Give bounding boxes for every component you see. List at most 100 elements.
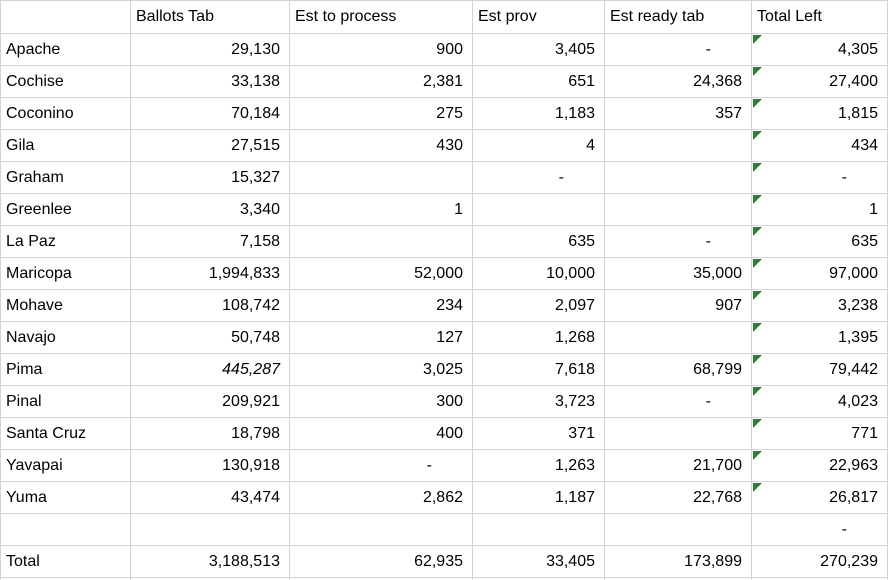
cell-est-prov[interactable] (473, 514, 605, 546)
header-cell-est-ready-tab[interactable]: Est ready tab (605, 1, 752, 34)
cell-est-to-process[interactable] (290, 162, 473, 194)
cell-total-left[interactable]: 434 (752, 130, 888, 162)
cell-county[interactable]: Coconino (1, 98, 131, 130)
cell-county[interactable]: Graham (1, 162, 131, 194)
cell-est-prov[interactable]: 10,000 (473, 258, 605, 290)
cell-total-left[interactable]: 1,395 (752, 322, 888, 354)
cell-county[interactable]: Apache (1, 34, 131, 66)
cell-ballots-tab[interactable]: 108,742 (131, 290, 290, 322)
cell-est-prov[interactable]: 2,097 (473, 290, 605, 322)
cell-est-ready-tab[interactable]: 21,700 (605, 450, 752, 482)
cell-est-ready-tab[interactable] (605, 514, 752, 546)
cell-ballots-tab[interactable]: 50,748 (131, 322, 290, 354)
cell-est-prov[interactable]: 1,187 (473, 482, 605, 514)
cell-total-left[interactable]: 1,815 (752, 98, 888, 130)
cell-ballots-tab[interactable]: 3,340 (131, 194, 290, 226)
cell-est-prov[interactable]: 1,263 (473, 450, 605, 482)
cell-ballots-tab[interactable]: 33,138 (131, 66, 290, 98)
cell-total-left[interactable]: 22,963 (752, 450, 888, 482)
cell-county[interactable]: Pinal (1, 386, 131, 418)
cell-ballots-tab[interactable]: 18,798 (131, 418, 290, 450)
cell-ballots-tab[interactable]: 209,921 (131, 386, 290, 418)
cell-total-left[interactable]: 26,817 (752, 482, 888, 514)
cell-est-to-process[interactable]: 3,025 (290, 354, 473, 386)
cell-county[interactable]: Santa Cruz (1, 418, 131, 450)
cell-est-prov[interactable] (473, 194, 605, 226)
cell-est-ready-tab[interactable]: - (605, 226, 752, 258)
cell-total-left[interactable]: 97,000 (752, 258, 888, 290)
cell-ballots-tab[interactable]: 29,130 (131, 34, 290, 66)
cell-ballots-tab[interactable]: 70,184 (131, 98, 290, 130)
cell-total-left[interactable]: 4,023 (752, 386, 888, 418)
cell-county[interactable]: Gila (1, 130, 131, 162)
header-cell-est-to-process[interactable]: Est to process (290, 1, 473, 34)
cell-est-ready-tab[interactable]: 22,768 (605, 482, 752, 514)
header-cell-est-prov[interactable]: Est prov (473, 1, 605, 34)
cell-est-to-process[interactable]: 430 (290, 130, 473, 162)
cell-est-prov[interactable]: 7,618 (473, 354, 605, 386)
cell-est-to-process[interactable]: 400 (290, 418, 473, 450)
cell-est-to-process[interactable]: 275 (290, 98, 473, 130)
cell-total-left[interactable]: 270,239 (752, 546, 888, 578)
cell-est-to-process[interactable]: 900 (290, 34, 473, 66)
cell-est-to-process[interactable] (290, 514, 473, 546)
cell-est-ready-tab[interactable]: 907 (605, 290, 752, 322)
cell-total-left[interactable]: 4,305 (752, 34, 888, 66)
cell-est-to-process[interactable]: 2,862 (290, 482, 473, 514)
cell-total-left[interactable]: 3,238 (752, 290, 888, 322)
cell-est-ready-tab[interactable] (605, 162, 752, 194)
cell-est-to-process[interactable]: - (290, 450, 473, 482)
cell-est-prov[interactable]: 4 (473, 130, 605, 162)
cell-est-prov[interactable]: 33,405 (473, 546, 605, 578)
cell-est-ready-tab[interactable]: 173,899 (605, 546, 752, 578)
cell-est-ready-tab[interactable] (605, 130, 752, 162)
cell-est-to-process[interactable]: 62,935 (290, 546, 473, 578)
cell-est-ready-tab[interactable]: 24,368 (605, 66, 752, 98)
header-cell-county[interactable] (1, 1, 131, 34)
cell-total-left[interactable]: 27,400 (752, 66, 888, 98)
cell-ballots-tab[interactable]: 15,327 (131, 162, 290, 194)
cell-county[interactable]: Greenlee (1, 194, 131, 226)
cell-ballots-tab[interactable] (131, 514, 290, 546)
cell-ballots-tab[interactable]: 27,515 (131, 130, 290, 162)
cell-county[interactable]: Maricopa (1, 258, 131, 290)
header-cell-total-left[interactable]: Total Left (752, 1, 888, 34)
cell-est-prov[interactable]: 1,268 (473, 322, 605, 354)
cell-est-to-process[interactable]: 1 (290, 194, 473, 226)
cell-est-prov[interactable]: 651 (473, 66, 605, 98)
cell-ballots-tab[interactable]: 43,474 (131, 482, 290, 514)
cell-est-ready-tab[interactable]: 357 (605, 98, 752, 130)
cell-est-to-process[interactable]: 52,000 (290, 258, 473, 290)
cell-county[interactable] (1, 514, 131, 546)
cell-est-prov[interactable]: 3,723 (473, 386, 605, 418)
cell-est-prov[interactable]: 635 (473, 226, 605, 258)
cell-est-to-process[interactable]: 234 (290, 290, 473, 322)
cell-est-to-process[interactable]: 127 (290, 322, 473, 354)
cell-est-prov[interactable]: - (473, 162, 605, 194)
cell-est-ready-tab[interactable]: 68,799 (605, 354, 752, 386)
cell-total-left[interactable]: 635 (752, 226, 888, 258)
cell-county[interactable]: Cochise (1, 66, 131, 98)
cell-est-prov[interactable]: 371 (473, 418, 605, 450)
cell-est-to-process[interactable] (290, 226, 473, 258)
cell-county[interactable]: Yavapai (1, 450, 131, 482)
cell-total-left[interactable]: 79,442 (752, 354, 888, 386)
cell-total-left[interactable]: - (752, 162, 888, 194)
cell-ballots-tab[interactable]: 445,287 (131, 354, 290, 386)
cell-ballots-tab[interactable]: 7,158 (131, 226, 290, 258)
cell-total-left[interactable]: 1 (752, 194, 888, 226)
cell-ballots-tab[interactable]: 1,994,833 (131, 258, 290, 290)
cell-est-ready-tab[interactable] (605, 418, 752, 450)
cell-ballots-tab[interactable]: 130,918 (131, 450, 290, 482)
cell-est-ready-tab[interactable]: - (605, 34, 752, 66)
cell-county[interactable]: La Paz (1, 226, 131, 258)
cell-est-to-process[interactable]: 2,381 (290, 66, 473, 98)
cell-county[interactable]: Navajo (1, 322, 131, 354)
cell-est-ready-tab[interactable] (605, 322, 752, 354)
cell-total-left[interactable]: 771 (752, 418, 888, 450)
cell-ballots-tab[interactable]: 3,188,513 (131, 546, 290, 578)
cell-est-ready-tab[interactable]: - (605, 386, 752, 418)
header-cell-ballots-tab[interactable]: Ballots Tab (131, 1, 290, 34)
cell-total-left[interactable]: - (752, 514, 888, 546)
cell-est-prov[interactable]: 1,183 (473, 98, 605, 130)
